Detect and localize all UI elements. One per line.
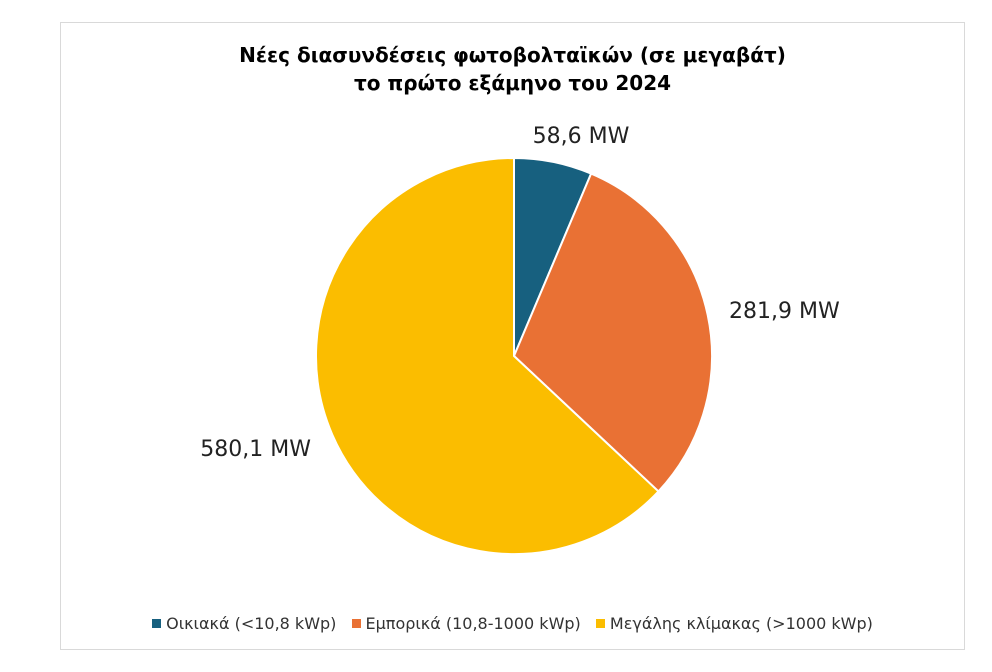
legend-swatch-residential bbox=[152, 619, 162, 628]
chart-title-line-1: Νέες διασυνδέσεις φωτοβολταϊκών (σε μεγα… bbox=[239, 43, 786, 67]
data-labels: 58,6 MW 281,9 MW 580,1 MW bbox=[200, 124, 840, 462]
legend-item-large-scale: Μεγάλης κλίμακας (>1000 kWp) bbox=[595, 614, 873, 633]
legend-item-commercial: Εμπορικά (10,8-1000 kWp) bbox=[351, 614, 581, 633]
data-label-commercial: 281,9 MW bbox=[729, 299, 840, 324]
legend-swatch-large-scale bbox=[595, 619, 605, 628]
chart-title: Νέες διασυνδέσεις φωτοβολταϊκών (σε μεγα… bbox=[61, 41, 964, 97]
legend-item-residential: Οικιακά (<10,8 kWp) bbox=[152, 614, 336, 633]
chart-title-line-2: το πρώτο εξάμηνο του 2024 bbox=[353, 71, 672, 95]
legend: Οικιακά (<10,8 kWp) Εμπορικά (10,8-1000 … bbox=[61, 613, 964, 633]
pie-slices bbox=[315, 156, 713, 555]
legend-swatch-commercial bbox=[351, 619, 361, 628]
pie-slice-large-scale bbox=[315, 156, 660, 555]
chart-area: Νέες διασυνδέσεις φωτοβολταϊκών (σε μεγα… bbox=[60, 22, 965, 650]
pie-chart: 58,6 MW 281,9 MW 580,1 MW bbox=[200, 124, 840, 555]
legend-label-large-scale: Μεγάλης κλίμακας (>1000 kWp) bbox=[609, 614, 873, 633]
legend-label-residential: Οικιακά (<10,8 kWp) bbox=[166, 614, 337, 633]
pie-slice-commercial bbox=[512, 172, 713, 493]
data-label-large-scale: 580,1 MW bbox=[200, 437, 311, 462]
legend-label-commercial: Εμπορικά (10,8-1000 kWp) bbox=[365, 614, 581, 633]
data-label-residential: 58,6 MW bbox=[533, 124, 630, 149]
